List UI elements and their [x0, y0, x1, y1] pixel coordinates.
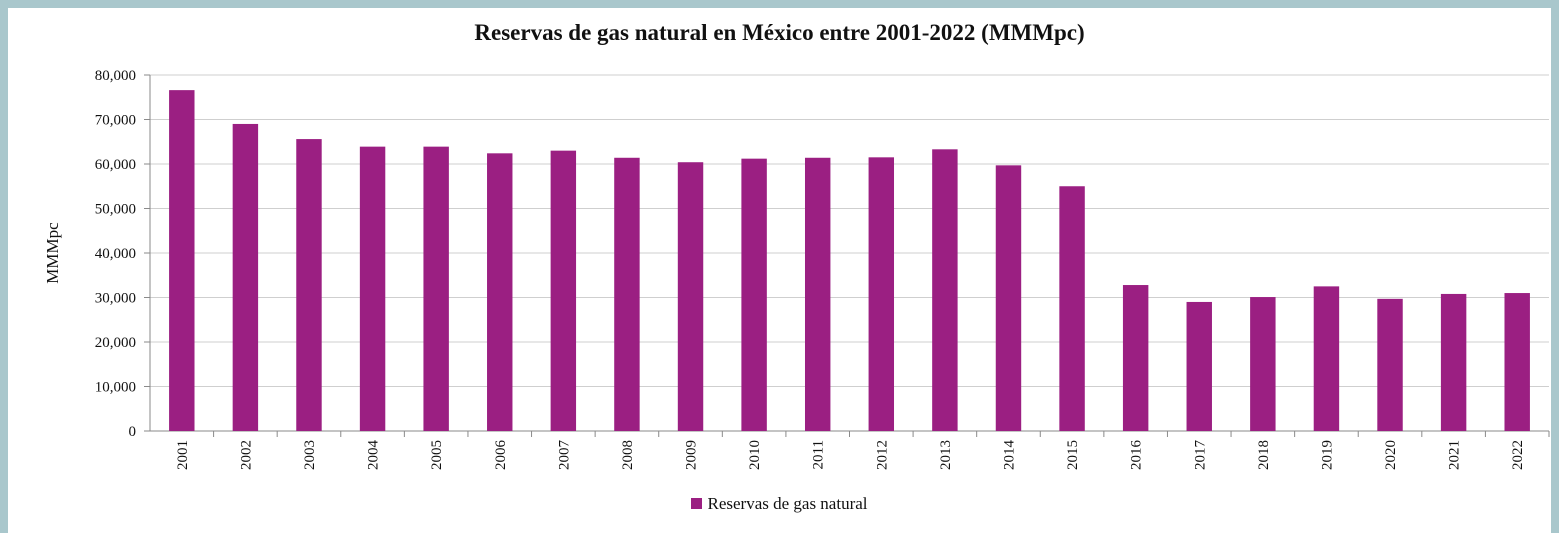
bar-2002 [232, 123, 259, 431]
bar-2011 [804, 157, 831, 431]
y-tick-label: 0 [129, 424, 137, 440]
y-tick-label: 50,000 [95, 202, 136, 218]
y-axis-title: MMMpc [43, 222, 62, 284]
x-tick-label: 2012 [874, 440, 890, 470]
legend: Reservas de gas natural [0, 494, 1559, 514]
x-tick-label: 2011 [811, 440, 827, 469]
x-tick-label: 2003 [302, 440, 318, 470]
x-tick-label: 2021 [1447, 440, 1463, 470]
x-tick-label: 2006 [493, 440, 509, 471]
bar-2001 [169, 90, 195, 431]
legend-label: Reservas de gas natural [707, 494, 868, 513]
y-tick-label: 70,000 [95, 113, 136, 129]
x-tick-label: 2016 [1129, 440, 1145, 471]
bar-2021 [1440, 293, 1467, 431]
y-tick-label: 80,000 [95, 68, 136, 84]
x-tick-label: 2004 [366, 440, 382, 471]
x-tick-label: 2001 [175, 440, 191, 470]
x-tick-label: 2020 [1383, 440, 1399, 470]
bar-2015 [1059, 186, 1085, 431]
x-tick-label: 2008 [620, 440, 636, 470]
y-tick-label: 30,000 [95, 291, 136, 307]
x-tick-label: 2010 [747, 440, 763, 470]
x-tick-label: 2014 [1001, 440, 1017, 471]
bar-2006 [487, 153, 513, 431]
x-tick-label: 2022 [1510, 440, 1526, 470]
bar-2017 [1186, 301, 1212, 431]
x-tick-label: 2002 [238, 440, 254, 470]
x-tick-label: 2017 [1192, 440, 1208, 471]
bar-2012 [868, 157, 895, 431]
y-tick-label: 20,000 [95, 335, 136, 351]
bar-2019 [1313, 286, 1340, 431]
bar-2010 [741, 158, 767, 431]
bar-2003 [296, 139, 322, 431]
bar-2007 [550, 150, 577, 431]
x-tick-label: 2018 [1256, 440, 1272, 470]
bar-2008 [614, 157, 640, 431]
bar-2022 [1504, 293, 1530, 431]
x-tick-label: 2005 [429, 440, 445, 470]
bar-2020 [1377, 298, 1403, 431]
x-tick-label: 2007 [556, 440, 572, 471]
chart-panel [8, 8, 1551, 533]
bar-2013 [932, 149, 958, 431]
chart-title: Reservas de gas natural en México entre … [474, 20, 1085, 45]
x-tick-label: 2013 [938, 440, 954, 470]
x-tick-label: 2015 [1065, 440, 1081, 470]
bar-2009 [677, 162, 704, 431]
bar-2004 [359, 146, 386, 431]
bar-2005 [423, 146, 449, 431]
bar-2014 [995, 165, 1022, 431]
y-tick-label: 40,000 [95, 246, 136, 262]
x-tick-label: 2009 [684, 440, 700, 470]
bar-2018 [1250, 297, 1276, 431]
legend-swatch [691, 498, 703, 509]
y-tick-label: 10,000 [95, 380, 136, 396]
x-tick-label: 2019 [1319, 440, 1335, 470]
y-tick-label: 60,000 [95, 157, 136, 173]
bar-2016 [1122, 285, 1149, 431]
